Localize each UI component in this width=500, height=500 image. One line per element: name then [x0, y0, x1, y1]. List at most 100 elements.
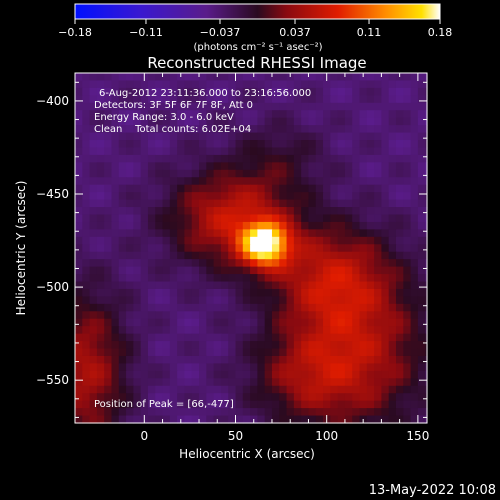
heatmap-cell — [206, 207, 215, 216]
heatmap-cell — [257, 355, 266, 365]
heatmap-cell — [82, 207, 91, 216]
heatmap-cell — [352, 400, 361, 409]
heatmap-cell — [118, 341, 127, 350]
heatmap-cell — [140, 393, 149, 402]
heatmap-cell — [323, 266, 331, 275]
heatmap-cell — [235, 140, 244, 149]
heatmap-cell — [250, 326, 258, 335]
heatmap-cell — [184, 400, 193, 409]
heatmap-cell — [301, 303, 310, 312]
heatmap-cell — [374, 207, 383, 216]
heatmap-cell — [75, 363, 83, 372]
heatmap-cell — [235, 80, 244, 89]
heatmap-cell — [242, 110, 251, 119]
heatmap-cell — [330, 385, 339, 394]
heatmap-cell — [199, 244, 207, 253]
heatmap-cell — [126, 318, 134, 327]
heatmap-cell — [169, 274, 178, 283]
heatmap-cell — [250, 192, 258, 201]
heatmap-cell — [199, 125, 207, 134]
heatmap-cell — [271, 333, 280, 342]
heatmap-cell — [199, 95, 207, 104]
heatmap-cell — [344, 266, 353, 275]
heatmap-cell — [286, 348, 295, 357]
heatmap-cell — [126, 95, 134, 104]
heatmap-cell — [89, 385, 98, 394]
heatmap-cell — [359, 184, 368, 193]
heatmap-cell — [199, 140, 207, 149]
heatmap-cell — [111, 125, 120, 134]
heatmap-cell — [242, 80, 251, 89]
heatmap-cell — [206, 355, 215, 365]
heatmap-cell — [293, 73, 302, 82]
heatmap-cell — [374, 281, 383, 290]
heatmap-cell — [323, 207, 331, 216]
heatmap-cell — [308, 348, 317, 357]
heatmap-cell — [184, 251, 193, 260]
heatmap-cell — [381, 214, 390, 223]
heatmap-cell — [184, 147, 193, 156]
heatmap-cell — [111, 363, 120, 372]
heatmap-cell — [191, 117, 200, 126]
heatmap-cell — [301, 73, 310, 82]
heatmap-cell — [395, 259, 404, 268]
heatmap-cell — [82, 80, 91, 89]
heatmap-cell — [337, 363, 346, 372]
heatmap-cell — [352, 229, 361, 238]
y-tick-label: −450 — [36, 187, 69, 201]
heatmap-cell — [279, 400, 288, 409]
heatmap-cell — [213, 154, 222, 163]
heatmap-cell — [220, 259, 229, 268]
heatmap-cell — [410, 236, 419, 245]
heatmap-cell — [279, 110, 288, 119]
heatmap-cell — [395, 73, 404, 82]
heatmap-cell — [177, 132, 186, 141]
heatmap-cell — [301, 207, 310, 216]
heatmap-cell — [308, 296, 317, 305]
heatmap-cell — [191, 95, 200, 104]
heatmap-cell — [337, 341, 346, 350]
heatmap-cell — [104, 341, 113, 350]
heatmap-cell — [75, 95, 83, 104]
heatmap-cell — [199, 415, 207, 424]
heatmap-cell — [235, 400, 244, 409]
heatmap-cell — [191, 73, 200, 82]
heatmap-cell — [184, 214, 193, 223]
heatmap-cell — [410, 400, 419, 409]
heatmap-cell — [96, 363, 105, 372]
heatmap-cell — [352, 192, 361, 201]
heatmap-cell — [75, 125, 83, 134]
heatmap-cell — [279, 125, 288, 134]
heatmap-cell — [82, 117, 91, 126]
heatmap-cell — [118, 326, 127, 335]
heatmap-cell — [96, 73, 105, 82]
heatmap-cell — [293, 184, 302, 193]
heatmap-cell — [133, 355, 142, 365]
heatmap-cell — [133, 400, 142, 409]
heatmap-cell — [250, 154, 258, 163]
heatmap-cell — [293, 87, 302, 96]
heatmap-cell — [359, 102, 368, 111]
heatmap-cell — [162, 95, 171, 104]
heatmap-cell — [242, 385, 251, 394]
heatmap-cell — [352, 274, 361, 283]
heatmap-cell — [381, 199, 390, 208]
heatmap-cell — [147, 110, 156, 119]
heatmap-cell — [301, 363, 310, 372]
heatmap-cell — [235, 281, 244, 290]
heatmap-cell — [352, 236, 361, 245]
heatmap-cell — [75, 132, 83, 141]
heatmap-cell — [271, 408, 280, 417]
heatmap-cell — [75, 80, 83, 89]
heatmap-cell — [359, 73, 368, 82]
heatmap-cell — [126, 296, 134, 305]
heatmap-cell — [388, 370, 397, 379]
heatmap-cell — [199, 102, 207, 111]
heatmap-cell — [344, 311, 353, 320]
heatmap-cell — [315, 341, 324, 350]
heatmap-cell — [315, 154, 324, 163]
heatmap-cell — [330, 296, 339, 305]
heatmap-cell — [82, 348, 91, 357]
heatmap-cell — [191, 184, 200, 193]
heatmap-cell — [220, 110, 229, 119]
